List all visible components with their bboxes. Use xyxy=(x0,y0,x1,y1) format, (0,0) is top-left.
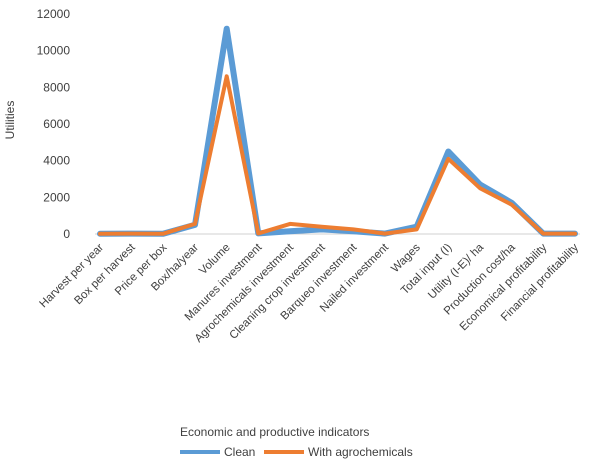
y-axis-title: Utilities xyxy=(3,101,17,140)
y-tick-label: 10000 xyxy=(37,44,71,58)
y-tick-label: 6000 xyxy=(43,117,70,131)
y-tick-labels: 0 2000 4000 6000 8000 10000 12000 xyxy=(37,7,71,241)
y-tick-label: 0 xyxy=(63,227,70,241)
legend-label: Clean xyxy=(224,445,255,459)
x-axis-title: Economic and productive indicators xyxy=(180,425,369,439)
y-tick-label: 8000 xyxy=(43,80,70,94)
series-lines xyxy=(97,25,578,237)
series-line-with-agrochemicals xyxy=(98,74,577,236)
y-tick-label: 2000 xyxy=(43,190,70,204)
y-tick-label: 12000 xyxy=(37,7,71,21)
x-tick-label: Utility (I-E)/ ha xyxy=(426,241,486,301)
y-tick-label: 4000 xyxy=(43,154,70,168)
legend-label: With agrochemicals xyxy=(308,445,413,459)
legend: Clean With agrochemicals xyxy=(180,445,413,459)
y-axis-title-group: Utilities xyxy=(3,101,17,140)
series-line-clean xyxy=(97,25,578,237)
